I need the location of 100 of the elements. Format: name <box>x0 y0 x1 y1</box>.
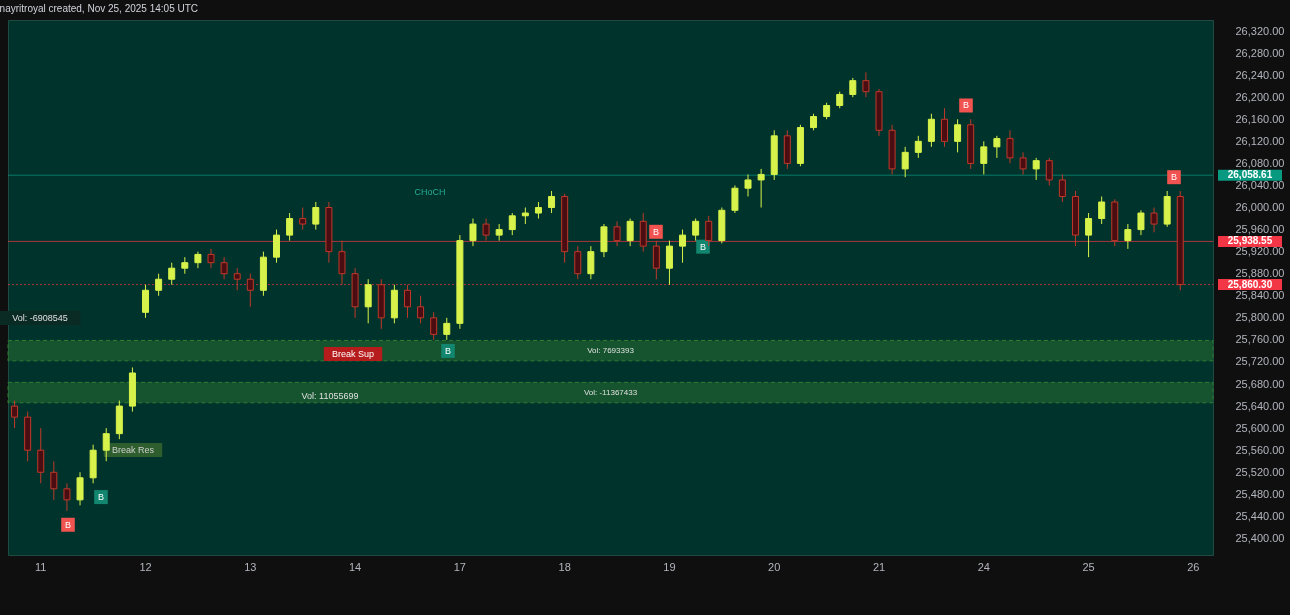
candlestick <box>679 229 687 264</box>
y-tick-label: 25,400.00 <box>1235 531 1285 544</box>
y-tick-label: 25,800.00 <box>1235 311 1285 324</box>
candlestick <box>50 460 58 501</box>
x-tick-label: 13 <box>244 560 257 573</box>
annotation: Break Res <box>111 445 155 455</box>
candlestick <box>901 146 909 178</box>
annotation: B <box>64 519 72 530</box>
y-tick-label: 25,760.00 <box>1235 333 1285 346</box>
y-tick-label: 26,280.00 <box>1235 46 1285 59</box>
candlestick <box>364 278 372 324</box>
y-tick-label: 25,600.00 <box>1235 421 1285 434</box>
ref-line-label: 25,938.55 <box>1227 235 1273 247</box>
annotation: B <box>652 226 660 237</box>
ref-line-label: 26,058.61 <box>1227 169 1273 181</box>
candlestick <box>469 218 477 247</box>
x-tick-label: 17 <box>453 560 466 573</box>
y-tick-label: 26,080.00 <box>1235 156 1285 169</box>
y-tick-label: 26,120.00 <box>1235 134 1285 147</box>
annotation: Vol: 11055699 <box>301 391 359 401</box>
candlestick <box>744 173 752 197</box>
annotation: B <box>962 100 970 111</box>
candlestick <box>37 427 45 484</box>
y-tick-label: 25,880.00 <box>1235 267 1285 280</box>
x-tick-label: 14 <box>348 560 362 573</box>
candlestick <box>731 184 739 214</box>
x-tick-label: 24 <box>977 560 990 573</box>
candlestick <box>102 427 110 462</box>
candlestick <box>220 256 228 280</box>
candlestick <box>914 135 922 159</box>
x-tick-label: 20 <box>768 560 781 573</box>
x-tick-label: 12 <box>139 560 152 573</box>
y-tick-label: 25,480.00 <box>1235 487 1285 500</box>
candlestick <box>980 140 988 175</box>
x-tick-label: 26 <box>1187 560 1200 573</box>
y-tick-label: 26,160.00 <box>1235 112 1285 125</box>
candlestick <box>574 245 582 280</box>
y-tick-label: 26,240.00 <box>1235 68 1285 81</box>
annotation: B <box>444 345 452 356</box>
y-tick-label: 25,680.00 <box>1235 377 1285 390</box>
candlestick <box>1098 195 1106 225</box>
candlestick <box>1058 173 1066 203</box>
candlestick <box>312 201 320 231</box>
candlestick <box>1150 207 1158 233</box>
candlestick <box>705 215 713 247</box>
y-tick-label: 25,440.00 <box>1235 509 1285 522</box>
annotation: Vol: -6908545 <box>12 313 68 323</box>
candlestick <box>954 118 962 153</box>
candlestick <box>403 284 411 319</box>
y-tick-label: 25,960.00 <box>1235 223 1285 236</box>
annotation: B <box>699 241 707 252</box>
candlestick <box>1137 209 1145 236</box>
annotation: CHoCH <box>414 187 446 197</box>
candlestick <box>443 317 451 341</box>
candlestick <box>168 262 176 286</box>
candlestick <box>482 218 490 242</box>
candlestick <box>246 273 254 308</box>
annotation: Break Sup <box>331 349 375 359</box>
candlestick <box>927 113 935 148</box>
candlestick <box>757 168 765 209</box>
annotation: B <box>97 492 105 503</box>
candlestick <box>1032 157 1040 181</box>
candlestick <box>849 77 857 98</box>
candlestick <box>692 218 700 242</box>
band-label: Vol: 7693393 <box>587 345 635 355</box>
y-tick-label: 25,520.00 <box>1235 465 1285 478</box>
candlestick <box>587 245 595 280</box>
candlestick <box>273 229 281 264</box>
ref-line-label: 25,860.30 <box>1227 278 1273 290</box>
y-tick-label: 25,720.00 <box>1235 355 1285 368</box>
candlestick <box>940 107 948 148</box>
candlestick <box>665 240 673 286</box>
y-tick-label: 25,920.00 <box>1235 245 1285 258</box>
candlestick <box>862 71 870 98</box>
candlestick <box>142 284 150 319</box>
y-tick-label: 25,840.00 <box>1235 289 1285 302</box>
y-tick-label: 25,560.00 <box>1235 443 1285 456</box>
candlestick <box>338 240 346 286</box>
y-tick-label: 26,200.00 <box>1235 90 1285 103</box>
candlestick <box>652 240 660 280</box>
candlestick <box>430 311 438 341</box>
candlestick <box>286 212 294 242</box>
candlestick <box>11 400 19 429</box>
candlestick <box>1006 129 1014 164</box>
candlestick <box>299 207 307 231</box>
candlestick <box>626 218 634 247</box>
candlestick <box>207 248 215 269</box>
y-tick-label: 25,640.00 <box>1235 399 1285 412</box>
chart-title: nayritroyal created, Nov 25, 2025 14:05 UTC <box>0 3 199 14</box>
annotation: B <box>1170 172 1178 183</box>
x-tick-label: 18 <box>558 560 571 573</box>
candlestick <box>993 135 1001 159</box>
candlestick <box>1124 223 1132 250</box>
candlestick <box>155 273 163 297</box>
x-tick-label: 19 <box>663 560 676 573</box>
candlestick <box>548 190 556 214</box>
candlestick <box>613 220 621 247</box>
x-tick-label: 11 <box>35 560 47 573</box>
candlestick <box>417 295 425 324</box>
candlestick <box>1045 157 1053 186</box>
